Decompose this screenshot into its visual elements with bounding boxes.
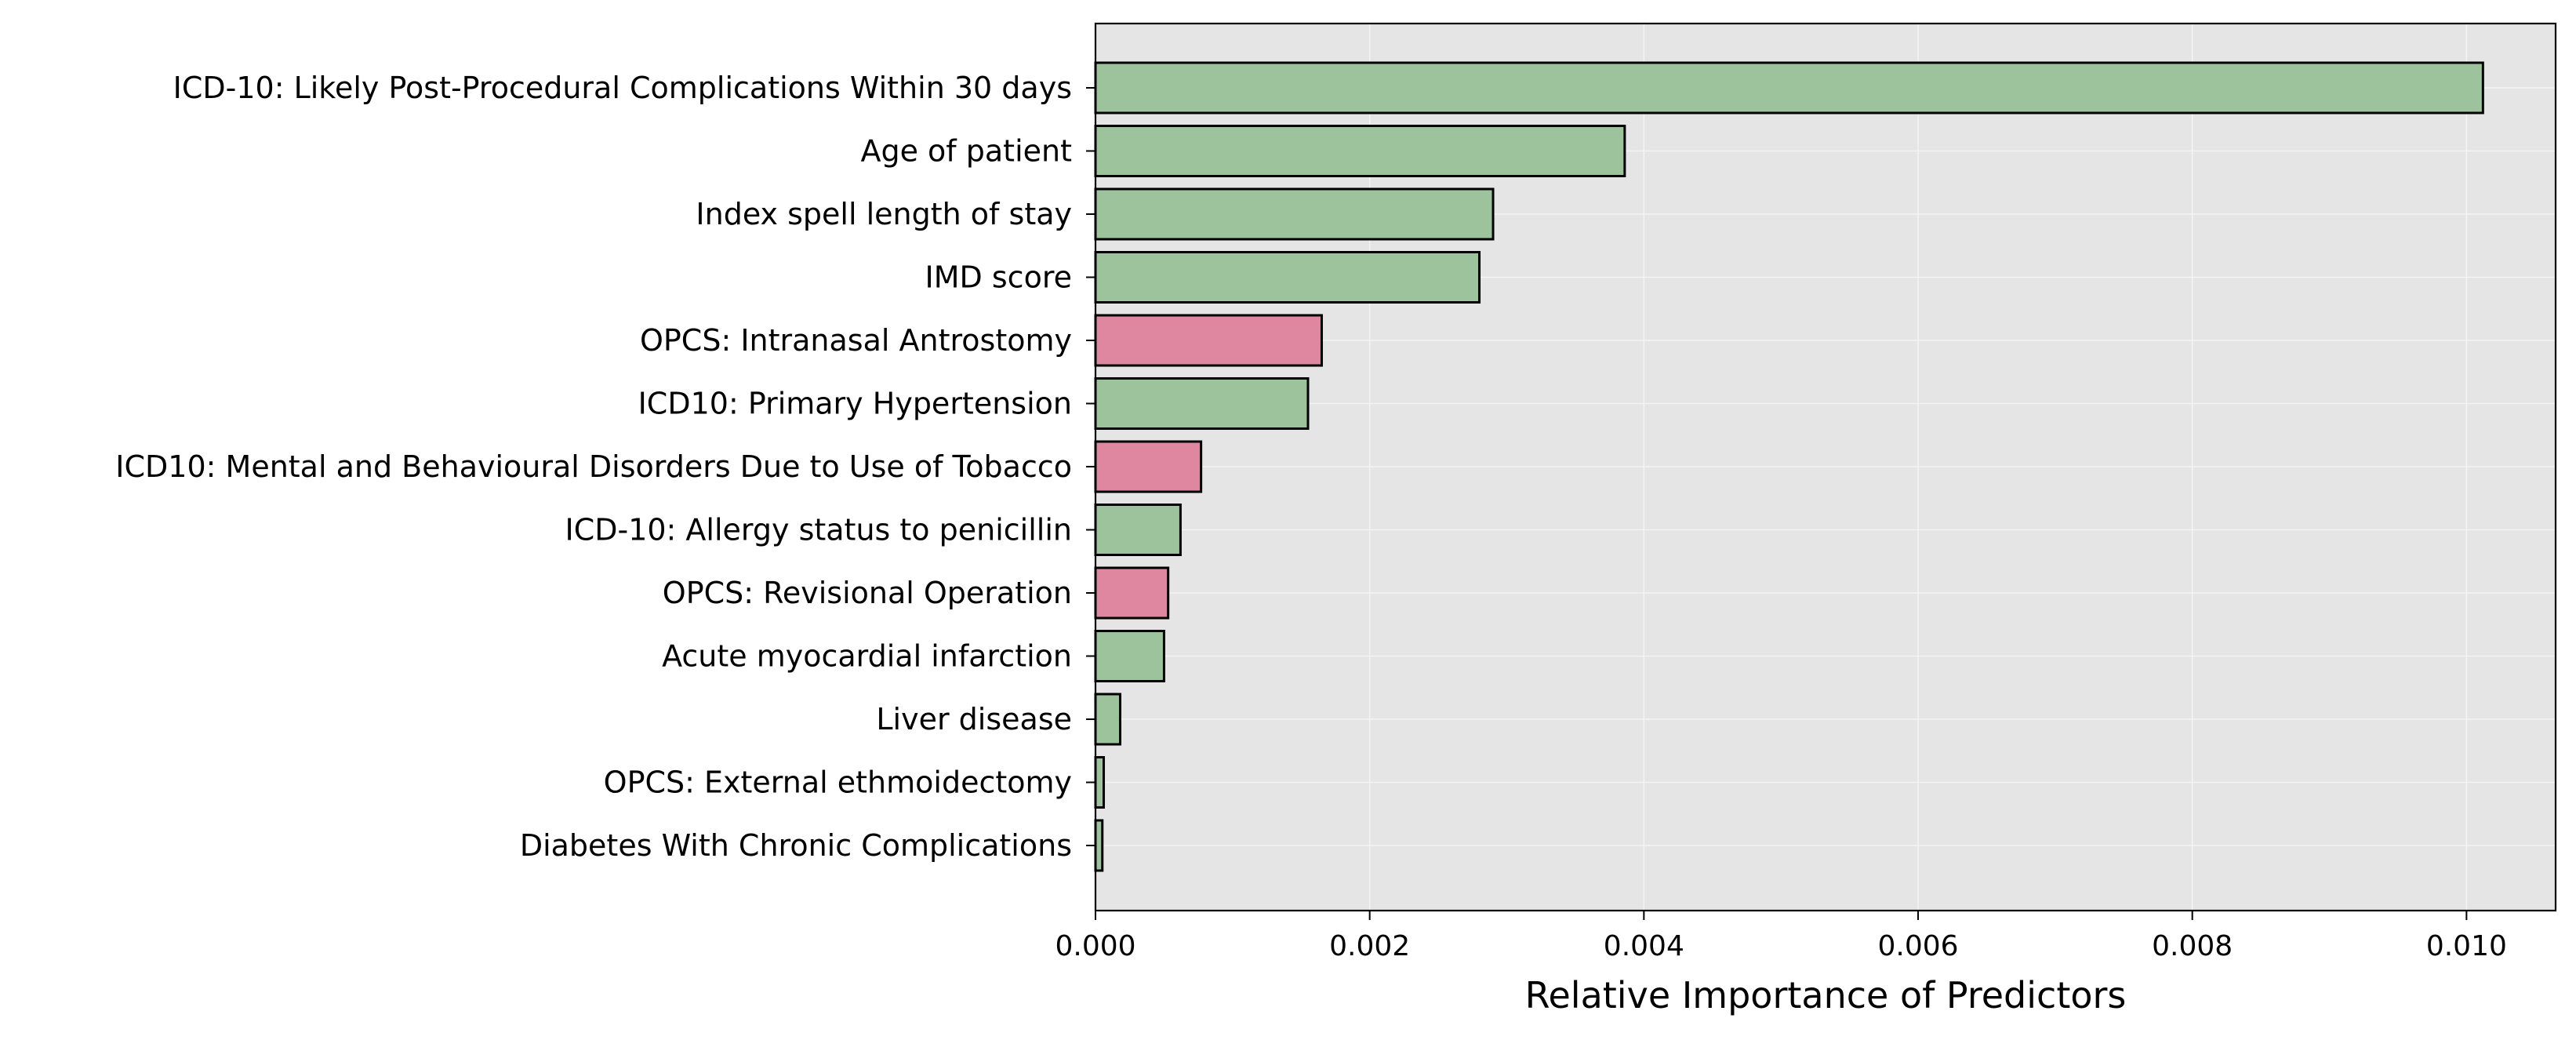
bar [1094, 251, 1481, 304]
bar [1094, 566, 1170, 620]
y-tick-label: Acute myocardial infarction [662, 639, 1072, 674]
bar [1094, 630, 1165, 682]
x-tick-label: 0.004 [1604, 930, 1684, 962]
x-tick-label: 0.008 [2152, 930, 2233, 962]
y-tick-label: ICD-10: Likely Post-Procedural Complicat… [173, 71, 1072, 105]
y-tick-label: IMD score [925, 260, 1072, 295]
bar [1094, 377, 1310, 430]
bar [1094, 125, 1626, 177]
y-tick-label: ICD-10: Allergy status to penicillin [565, 513, 1072, 547]
y-tick-label: Liver disease [876, 702, 1072, 736]
x-tick-label: 0.002 [1329, 930, 1410, 962]
y-tick-label: OPCS: External ethmoidectomy [604, 765, 1072, 800]
bar [1094, 504, 1182, 556]
bars [1094, 61, 2484, 872]
bar [1094, 61, 2484, 115]
x-tick-label: 0.006 [1877, 930, 1958, 962]
bar [1094, 756, 1105, 809]
bar [1094, 187, 1495, 241]
y-axis-ticks: ICD-10: Likely Post-Procedural Complicat… [115, 71, 1095, 863]
bar [1094, 440, 1203, 493]
x-tick-label: 0.000 [1055, 930, 1135, 962]
y-tick-label: OPCS: Revisional Operation [663, 576, 1072, 610]
y-tick-label: OPCS: Intranasal Antrostomy [640, 323, 1072, 358]
y-tick-label: ICD10: Mental and Behavioural Disorders … [115, 449, 1072, 484]
x-axis-ticks: 0.000 0.002 0.004 0.006 0.008 0.010 [1055, 911, 2507, 962]
y-tick-label: ICD10: Primary Hypertension [638, 387, 1072, 421]
x-axis-label: Relative Importance of Predictors [1525, 974, 2127, 1016]
y-tick-label: Age of patient [860, 134, 1072, 169]
bar [1094, 693, 1121, 746]
bar [1094, 819, 1104, 872]
y-tick-label: Index spell length of stay [696, 197, 1072, 231]
bar [1094, 314, 1323, 367]
x-tick-label: 0.010 [2426, 930, 2507, 962]
y-tick-label: Diabetes With Chronic Complications [520, 828, 1072, 863]
